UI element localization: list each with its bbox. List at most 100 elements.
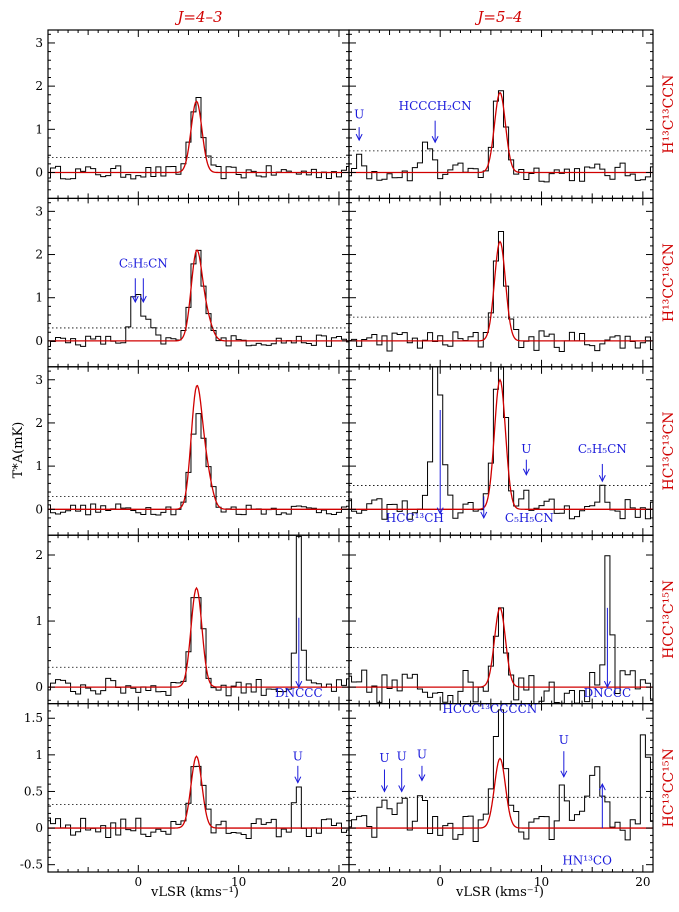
x-tick-label: 20 [635, 875, 650, 889]
panel-grid: 0 1 2 3 U HCCCH₂CN 0 1 2 3 C₅H₅CN 0 1 2 3 HCC¹³CH U C₅H₅C… [20, 29, 654, 889]
y-tick-label: 1 [35, 748, 43, 762]
panel-frame [47, 534, 350, 705]
x-axis-label-right: vLSR (kms⁻¹) [455, 885, 544, 900]
row-title-3: HCC¹³C¹⁵N [661, 580, 677, 659]
annotation: C₅H₅CN [480, 496, 554, 525]
annotation: HCC¹³CH [386, 409, 444, 525]
model-fit [48, 249, 349, 342]
observed-spectrum [48, 535, 349, 697]
panel-r4-c0: -0.5 0 0.5 1 1.5 0 10 20 U [20, 702, 350, 889]
y-tick-label: 0 [35, 502, 43, 516]
observed-spectrum [349, 90, 653, 183]
annotation-label: U [521, 442, 531, 456]
annotation: U [354, 108, 364, 142]
panel-r2-c0: 0 1 2 3 [35, 366, 350, 536]
x-axis-label-left: vLSR (kms⁻¹) [150, 885, 239, 900]
annotation: U [397, 750, 407, 793]
annotation-label: U [417, 748, 427, 762]
panel-frame [348, 702, 654, 873]
model-fit [48, 755, 349, 829]
x-tick-label: 0 [436, 875, 444, 889]
model-fit [48, 586, 349, 688]
annotation-label: HCCCH₂CN [399, 99, 472, 113]
annotation: U [521, 442, 531, 476]
observed-spectrum [349, 555, 653, 704]
annotation-label: HCC¹³CH [386, 511, 444, 525]
model-fit [349, 606, 653, 688]
x-tick-label: 10 [534, 875, 549, 889]
row-titles: H¹³C¹³CCN H¹³CC¹³CN HC¹³C¹³CN HCC¹³C¹⁵N HC¹³… [661, 75, 677, 828]
y-tick-label: 0 [35, 680, 43, 694]
y-tick-label: 3 [35, 36, 43, 50]
y-tick-label: 1 [35, 291, 43, 305]
annotation-label: HN¹³CO [562, 854, 612, 868]
observed-spectrum [48, 413, 349, 516]
annotation: HN¹³CO [562, 783, 612, 868]
annotation-label: C₅H₅CN [505, 511, 554, 525]
observed-spectrum [349, 231, 653, 353]
annotation-label: C₅H₅CN [119, 256, 168, 270]
y-tick-label: 0 [35, 821, 43, 835]
observed-spectrum [48, 96, 349, 180]
annotation-label: DNCCC [584, 686, 632, 700]
annotation-label: U [397, 750, 407, 764]
panel-r0-c0: 0 1 2 3 [35, 29, 350, 199]
annotation: U [379, 751, 390, 793]
y-tick-label: 2 [35, 548, 43, 562]
y-tick-label: 1 [35, 122, 43, 136]
y-axis-label: T*A(mK) [11, 422, 26, 479]
row-title-1: H¹³CC¹³CN [661, 243, 677, 322]
model-fit [349, 757, 653, 829]
annotation: U [293, 750, 303, 784]
y-tick-label: 0.5 [24, 784, 43, 798]
model-fit [349, 240, 653, 342]
row-title-0: H¹³C¹³CCN [661, 75, 677, 154]
annotation: U [559, 733, 569, 778]
observed-spectrum [48, 249, 349, 347]
annotation: DNCCC [275, 617, 323, 700]
annotation: U [417, 748, 427, 782]
y-tick-label: 3 [35, 204, 43, 218]
x-tick-label: 0 [134, 875, 142, 889]
panel-r3-c1: DNCCC [348, 534, 654, 705]
annotation-label: U [379, 751, 389, 765]
annotation: C₅H₅CN [119, 256, 168, 304]
panel-r0-c1: U HCCCH₂CN [348, 29, 654, 199]
panel-r3-c0: 0 1 2 DNCCC [35, 534, 350, 705]
column-title-right: J=5–4 [474, 8, 522, 26]
annotation-label: U [293, 750, 303, 764]
y-tick-label: 2 [35, 416, 43, 430]
row-title-2: HC¹³C¹³CN [661, 411, 677, 490]
y-tick-label: 1 [35, 459, 43, 473]
annotation-label: DNCCC [275, 686, 323, 700]
model-fit [349, 91, 653, 174]
annotation-label: C₅H₅CN [578, 442, 627, 456]
column-title-left: J=4–3 [174, 8, 222, 26]
y-tick-label: 0 [35, 165, 43, 179]
annotation: HCCCH₂CN [399, 99, 472, 144]
observed-spectrum [349, 709, 653, 843]
x-tick-label: 20 [331, 875, 346, 889]
annotation-label: HCCC¹³CCCCN [442, 702, 537, 716]
panel-r2-c1: HCC¹³CH U C₅H₅CN C₅H₅CN [348, 366, 654, 536]
y-tick-label: 1 [35, 614, 43, 628]
annotation-label: U [354, 108, 364, 122]
y-tick-label: 0 [35, 334, 43, 348]
y-tick-label: 2 [35, 248, 43, 262]
y-tick-label: -0.5 [20, 858, 43, 872]
panel-r1-c0: 0 1 2 3 C₅H₅CN [35, 197, 350, 368]
model-fit [48, 100, 349, 174]
panel-r1-c1 [348, 197, 654, 368]
y-tick-label: 1.5 [24, 711, 43, 725]
y-tick-label: 2 [35, 79, 43, 93]
annotation: HCCC¹³CCCCN [442, 702, 537, 716]
annotation: C₅H₅CN [578, 442, 627, 483]
model-fit [349, 378, 653, 510]
observed-spectrum [48, 765, 349, 840]
y-tick-label: 3 [35, 373, 43, 387]
annotation: DNCCC [584, 607, 632, 700]
annotation-label: U [559, 733, 569, 747]
model-fit [48, 384, 349, 510]
